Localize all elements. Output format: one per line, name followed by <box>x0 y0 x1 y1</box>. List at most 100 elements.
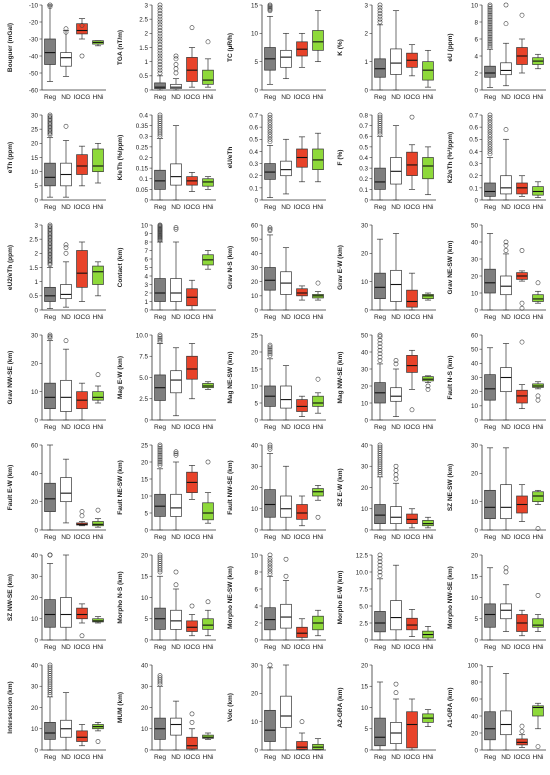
box-Reg <box>44 222 56 309</box>
subplot-6: 0 0.05 0.1 0.15 0.2 0.25 0.3 0.35 0.4 K/eTh (%/pp… <box>117 112 216 211</box>
outlier-point <box>267 226 273 232</box>
y-tick-label: 10 <box>251 719 259 726</box>
box-ND <box>170 449 182 531</box>
box-HNi <box>422 626 434 641</box>
outlier-point <box>283 556 289 562</box>
outlier-point <box>377 347 383 353</box>
y-tick-label: 10 <box>141 726 149 733</box>
outlier-point <box>47 131 53 136</box>
outlier-point <box>189 25 195 31</box>
iqr-box <box>280 495 292 518</box>
subplot-26: 0 5 10 15 20 Morpho N-S (km) Reg ND IOCG HNi <box>117 552 216 651</box>
iqr-box <box>44 482 56 512</box>
subplot-7: 0 0.1 0.2 0.3 0.4 0.5 0.6 0.7 eU/eTh Reg ND IOCG HNi <box>227 112 326 211</box>
subplot-34: 0 20 40 60 80 100 A1-GRA (km) Reg ND IOCG HNi <box>447 662 546 761</box>
outlier-point <box>157 337 163 343</box>
box-ND <box>500 127 512 201</box>
x-tick-label: Reg <box>44 204 56 211</box>
y-axis-label: Fault NE-SW (km) <box>117 460 124 515</box>
y-tick-label: 30 <box>31 112 39 119</box>
subplot-19: 0 10 20 30 40 50 60 Fault N-S (km) Reg ND IOCG HNi <box>447 332 546 431</box>
box-Reg <box>154 2 166 91</box>
outlier-point <box>377 354 383 360</box>
y-tick-label: 5.0 <box>139 375 148 382</box>
y-axis-label: Mag NE-SW (km) <box>227 352 234 404</box>
outlier-point <box>157 447 163 453</box>
box-ND <box>390 358 402 417</box>
box-HNi <box>92 261 104 297</box>
y-axis-label: eU/eTh <box>227 147 234 169</box>
y-tick-label: 2.5 <box>139 396 148 403</box>
outlier-point <box>157 456 163 461</box>
subplot-29: 0 5 10 15 20 Morpho NW-SE (km) Reg ND IOCG HNi <box>447 552 546 651</box>
box-IOCG <box>186 603 198 637</box>
outlier-point <box>157 42 163 48</box>
subplot-9: 0 0.1 0.2 0.3 0.4 0.5 0.6 0.7 K2/eTh (%²/ppm) Reg… <box>447 112 546 211</box>
iqr-box <box>500 484 512 520</box>
iqr-box <box>500 367 512 393</box>
x-tick-label: HNi <box>533 424 545 431</box>
y-tick-label: 3 <box>34 222 38 229</box>
y-tick-label: 30 <box>141 684 149 691</box>
iqr-box <box>154 169 166 190</box>
box-IOCG <box>186 465 198 500</box>
outlier-point <box>267 124 273 130</box>
y-tick-label: 0 <box>34 417 38 424</box>
y-tick-label: 0 <box>474 527 478 534</box>
y-axis-label: MUM (km) <box>117 692 124 723</box>
x-tick-label: HNi <box>203 94 215 101</box>
outlier-point <box>377 13 383 19</box>
x-tick-label: Reg <box>264 644 276 651</box>
iqr-box <box>76 607 88 620</box>
box-IOCG <box>186 343 198 400</box>
y-axis-label: Contact (km) <box>117 248 124 288</box>
y-tick-label: 30 <box>361 366 369 373</box>
subplot-27: 0 2 4 6 8 10 Morpho NE-SW (km) Reg ND IOCG HNi <box>227 552 326 651</box>
y-tick-label: 10 <box>361 279 369 286</box>
x-tick-label: IOCG <box>74 204 91 211</box>
y-tick-label: 40 <box>361 349 369 356</box>
outlier-point <box>47 552 53 558</box>
outlier-point <box>487 16 493 21</box>
outlier-point <box>393 358 399 363</box>
x-tick-label: Reg <box>264 424 276 431</box>
outlier-point <box>487 2 493 8</box>
iqr-box <box>390 387 402 402</box>
y-tick-label: 4 <box>144 273 148 280</box>
x-tick-label: HNi <box>423 534 435 541</box>
box-IOCG <box>76 724 88 747</box>
box-Reg <box>264 2 276 85</box>
box-ND <box>60 554 72 641</box>
y-tick-label: 0 <box>364 747 368 754</box>
y-tick-label: 3 <box>144 282 148 289</box>
box-Reg <box>484 347 496 421</box>
outlier-point <box>377 566 383 571</box>
box-ND <box>170 347 182 417</box>
subplot-11: 01 23 45 67 89 10 Contact (km) Reg ND IOCG HNi <box>117 222 216 321</box>
outlier-point <box>267 129 273 135</box>
x-tick-label: IOCG <box>404 204 421 211</box>
subplot-8: 0 0.1 0.2 0.3 0.4 0.5 0.6 0.7 0.8 F (%) Reg ND IOCG H… <box>337 112 436 211</box>
y-tick-label: 20 <box>471 730 479 737</box>
iqr-box <box>60 477 72 503</box>
x-tick-label: IOCG <box>514 424 531 431</box>
y-axis-label: Morpho N-S (km) <box>117 571 124 623</box>
y-tick-label: 15 <box>141 574 149 581</box>
subplot-12: 0 10 20 30 40 50 60 Grav N-S (km) Reg ND IOCG HNi <box>227 222 326 321</box>
x-tick-label: IOCG <box>514 314 531 321</box>
subplot-4: 0 2 4 6 8 10 eU (ppm) Reg ND IOCG HNi <box>447 2 546 101</box>
box-IOCG <box>76 145 88 187</box>
y-tick-label: 30 <box>361 464 369 471</box>
y-tick-label: 10.0 <box>136 332 149 339</box>
y-tick-label: 0.8 <box>359 112 368 119</box>
x-tick-label: ND <box>501 754 511 761</box>
box-HNi <box>422 292 434 301</box>
iqr-box <box>500 62 512 76</box>
subplot-16: 0 2.5 5.0 7.5 10.0 Mag E-W (km) Reg ND IOCG HNi <box>117 332 216 431</box>
y-axis-label: SZ NW-SE (km) <box>7 574 14 621</box>
box-Reg <box>154 552 166 641</box>
iqr-box <box>422 61 434 81</box>
subplot-3: 0 1 2 3 K (%) Reg ND IOCG HNi <box>337 2 436 101</box>
x-tick-label: ND <box>281 314 291 321</box>
iqr-box <box>92 521 104 527</box>
